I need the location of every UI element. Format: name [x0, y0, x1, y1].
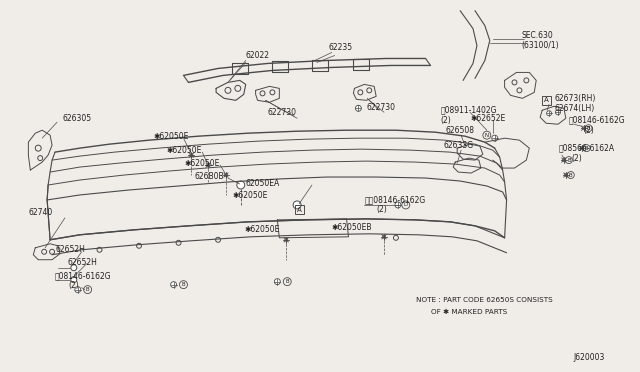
Text: ✱62050EB: ✱62050EB: [332, 223, 372, 232]
Text: Ⓓ08566-6162A: Ⓓ08566-6162A: [559, 144, 615, 153]
Text: (63100/1): (63100/1): [522, 41, 559, 50]
Text: Ⓓ08146-6162G: Ⓓ08146-6162G: [55, 271, 111, 280]
Text: (2): (2): [572, 154, 582, 163]
Text: B: B: [569, 173, 573, 177]
Text: 62652H: 62652H: [55, 245, 85, 254]
Circle shape: [547, 111, 552, 116]
Text: Ⓝ08911-1402G: Ⓝ08911-1402G: [440, 106, 497, 115]
Text: 626508: 626508: [445, 126, 474, 135]
Text: 62235: 62235: [329, 43, 353, 52]
Text: B: B: [86, 287, 90, 292]
Bar: [541, 96, 550, 105]
Circle shape: [71, 265, 77, 271]
Text: B: B: [587, 126, 591, 131]
Circle shape: [237, 181, 244, 189]
Text: 62673(RH): 62673(RH): [554, 94, 595, 103]
Circle shape: [556, 110, 561, 115]
Text: 62652H: 62652H: [68, 258, 98, 267]
Text: B: B: [285, 279, 289, 284]
Text: SEC.630: SEC.630: [522, 31, 553, 40]
Text: (2): (2): [440, 116, 451, 125]
Text: 626305: 626305: [63, 114, 92, 123]
Text: (2): (2): [376, 205, 387, 214]
Text: (2): (2): [584, 126, 595, 135]
Text: 62633G: 62633G: [444, 141, 474, 150]
Circle shape: [355, 105, 362, 111]
Text: ✱62050E: ✱62050E: [244, 225, 280, 234]
Text: 622730: 622730: [268, 108, 296, 117]
Text: 62022: 62022: [246, 51, 269, 60]
Text: ✱62050E: ✱62050E: [166, 145, 202, 155]
Text: A: A: [544, 97, 548, 103]
Text: N: N: [484, 133, 489, 138]
Text: Ⓓ08146-6162G: Ⓓ08146-6162G: [569, 116, 625, 125]
Text: 62674(LH): 62674(LH): [554, 104, 595, 113]
Text: OF ✱ MARKED PARTS: OF ✱ MARKED PARTS: [431, 308, 507, 315]
Bar: [294, 205, 303, 214]
Circle shape: [171, 282, 177, 288]
Text: B: B: [585, 146, 588, 151]
Text: 62740: 62740: [28, 208, 52, 217]
Text: 626B0B: 626B0B: [195, 171, 224, 180]
Circle shape: [395, 202, 401, 208]
Text: 622730: 622730: [366, 103, 396, 112]
Text: J620003: J620003: [574, 353, 605, 362]
Text: B: B: [182, 282, 186, 287]
Text: D: D: [404, 202, 408, 208]
Text: (2): (2): [68, 281, 79, 290]
Text: ✱62652E: ✱62652E: [470, 114, 505, 123]
Text: 62050EA: 62050EA: [246, 179, 280, 187]
Circle shape: [492, 135, 498, 141]
Text: A: A: [297, 207, 301, 213]
Circle shape: [275, 279, 280, 285]
Circle shape: [293, 201, 301, 209]
Text: B: B: [567, 158, 571, 163]
Circle shape: [75, 286, 81, 293]
Text: ✱62050E: ✱62050E: [232, 192, 268, 201]
Text: NOTE : PART CODE 62650S CONSISTS: NOTE : PART CODE 62650S CONSISTS: [416, 296, 552, 302]
Text: ✱62050E: ✱62050E: [184, 158, 220, 167]
Circle shape: [71, 277, 77, 283]
Text: ⒹⒹ08146-6162G: ⒹⒹ08146-6162G: [364, 195, 426, 205]
Text: ✱62050E: ✱62050E: [154, 132, 189, 141]
